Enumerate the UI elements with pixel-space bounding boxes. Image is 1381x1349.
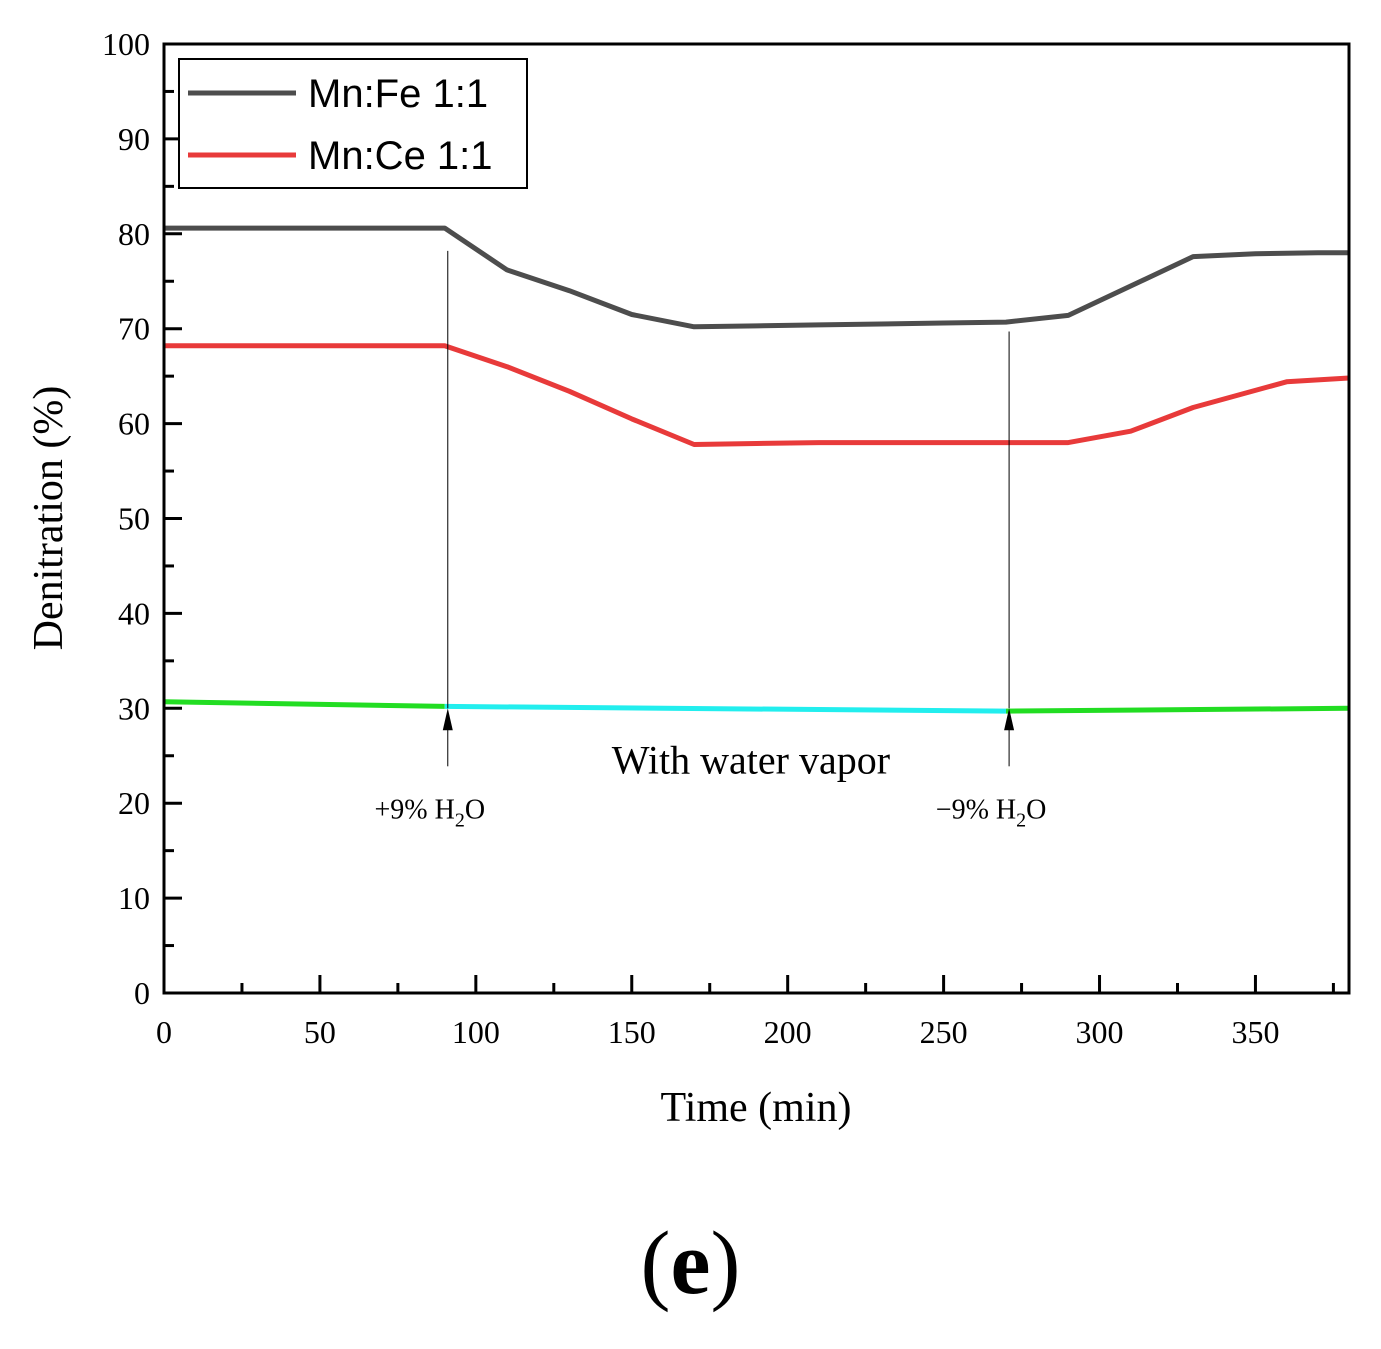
panel-label: (e): [0, 1212, 1381, 1315]
annotations-group: +9% H2O −9% H2O With water vapor: [374, 250, 1047, 831]
axes-group: 0 50 100 150 200 250 300 350 0 10 20 30 40 50 60 70 80 90…: [102, 26, 1351, 1050]
y-tick-label: 50: [118, 501, 150, 537]
y-tick-label: 10: [118, 880, 150, 916]
x-tick-label: 250: [920, 1014, 968, 1050]
panel-label-close: ): [710, 1214, 741, 1313]
marker-arrowhead-1: [1004, 708, 1015, 731]
y-tick-label: 100: [102, 26, 150, 62]
panel-label-open: (: [640, 1214, 671, 1313]
marker-label-1: −9% H2O: [936, 794, 1047, 831]
series-line-mn-fe-1-1: [164, 225, 1349, 330]
y-tick-label: 40: [118, 595, 150, 631]
marker-label-0: +9% H2O: [374, 794, 485, 831]
y-tick-label: 70: [118, 311, 150, 347]
x-tick-label: 0: [156, 1014, 172, 1050]
panel-label-letter: e: [670, 1214, 711, 1313]
y-tick-label: 90: [118, 121, 150, 157]
y-tick-label: 0: [134, 975, 150, 1011]
x-tick-label: 100: [452, 1014, 500, 1050]
series-line-mn-ce-1-1: [164, 343, 1350, 447]
series-line-baseline-with-water-vapor: [444, 703, 1007, 714]
x-tick-label: 200: [764, 1014, 812, 1050]
legend-label-mn-fe-1-1: Mn:Fe 1:1: [308, 72, 488, 116]
region-label: With water vapor: [612, 737, 890, 782]
x-tick-label: 350: [1231, 1014, 1279, 1050]
series-line-baseline-dry: [163, 699, 445, 709]
y-tick-label: 80: [118, 216, 150, 252]
series-line-baseline-after: [1005, 705, 1350, 714]
legend: Mn:Fe 1:1 Mn:Ce 1:1: [178, 58, 528, 189]
y-axis-title: Denitration (%): [26, 386, 72, 651]
baseline-group: [163, 699, 1350, 714]
series-mn-ce-group: [164, 343, 1350, 447]
x-tick-label: 50: [304, 1014, 336, 1050]
y-tick-label: 30: [118, 690, 150, 726]
y-tick-label: 60: [118, 406, 150, 442]
x-tick-label: 150: [608, 1014, 656, 1050]
legend-box: [178, 58, 528, 189]
x-axis-title: Time (min): [661, 1085, 852, 1131]
y-tick-label: 20: [118, 785, 150, 821]
legend-label-mn-ce-1-1: Mn:Ce 1:1: [308, 134, 493, 178]
marker-arrowhead-0: [442, 708, 453, 731]
series-mn-fe-group: [164, 225, 1349, 330]
x-tick-label: 300: [1076, 1014, 1124, 1050]
